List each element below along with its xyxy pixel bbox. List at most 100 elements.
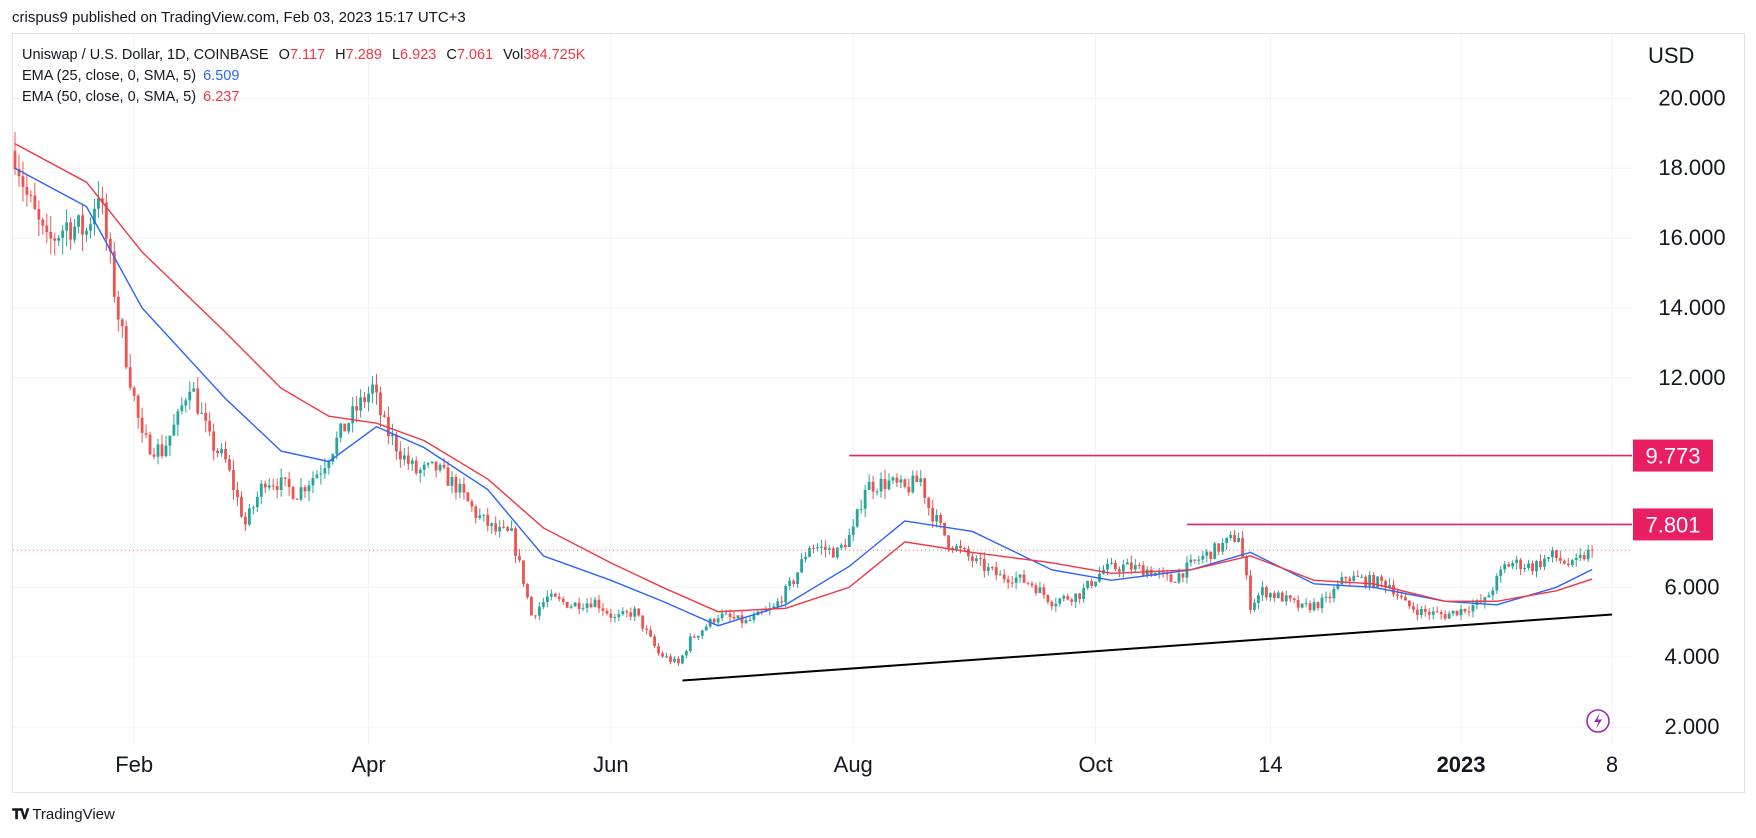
candle-body [1368, 575, 1372, 587]
candle-body [1022, 574, 1026, 583]
candle-body [184, 400, 188, 406]
candle-body [1245, 556, 1248, 576]
candle-body [81, 215, 84, 235]
candle-body [402, 455, 406, 460]
candle-body [295, 498, 299, 500]
candle-body [561, 598, 565, 602]
legend-open: 7.117 [289, 47, 326, 63]
candle-body [851, 526, 855, 535]
candle-body [1213, 543, 1217, 560]
candle-body [847, 534, 851, 548]
candle-body [414, 460, 418, 474]
legend-high: 7.289 [345, 47, 382, 63]
candle-body [677, 658, 680, 664]
candle-body [824, 546, 827, 550]
candle-body [1006, 579, 1010, 583]
candle-body [1324, 596, 1328, 598]
candle-body [1177, 573, 1181, 583]
candle-body [553, 593, 557, 597]
candle-body [609, 613, 613, 618]
candle-body [597, 599, 601, 609]
candle-body [816, 547, 819, 549]
candle-body [1332, 588, 1336, 599]
candle-body [935, 514, 939, 522]
candle-body [1439, 612, 1443, 615]
x-tick-label: Feb [115, 752, 153, 777]
candle-body [1125, 562, 1129, 565]
candle-body [307, 485, 311, 492]
candle-body [1431, 611, 1435, 615]
candle-body [891, 477, 895, 481]
candle-body [168, 435, 172, 446]
candle-body [1197, 559, 1201, 561]
candle-body [1106, 563, 1109, 570]
candle-body [128, 367, 132, 388]
candle-body [1129, 562, 1133, 570]
candle-body [1578, 554, 1582, 558]
candle-body [1272, 593, 1276, 598]
candle-body [259, 483, 263, 497]
candle-body [601, 608, 605, 611]
candle-body [796, 572, 800, 584]
candle-body [1062, 596, 1066, 599]
x-tick-label: Jun [593, 752, 628, 777]
candle-body [1515, 559, 1519, 563]
candle-body [808, 547, 811, 557]
candle-body [1308, 603, 1312, 611]
candle-body [923, 478, 927, 498]
candle-body [681, 655, 684, 664]
candle-body [1527, 563, 1530, 569]
candle-body [537, 606, 541, 616]
candle-body [347, 423, 351, 432]
y-tick-label: 12.000 [1658, 365, 1725, 390]
candle-body [812, 547, 815, 549]
candle-body [994, 567, 998, 576]
candle-body [1523, 568, 1527, 570]
candle-body [422, 464, 426, 470]
candle-body [1189, 559, 1193, 563]
candle-body [1082, 588, 1086, 599]
candle-body [967, 548, 970, 557]
candle-body [1415, 609, 1419, 616]
candle-body [204, 412, 208, 421]
candle-body [911, 475, 915, 493]
candle-body [645, 628, 649, 630]
lightning-icon[interactable] [1586, 709, 1610, 733]
candle-body [140, 417, 144, 433]
candle-body [1396, 594, 1399, 596]
candle-body [216, 450, 220, 454]
candle-body [943, 522, 946, 536]
candle-body [1257, 595, 1260, 603]
candle-body [383, 415, 386, 417]
candle-body [93, 208, 96, 225]
candle-body [855, 509, 859, 527]
x-tick-label: 2023 [1437, 752, 1486, 777]
candle-body [1157, 571, 1161, 573]
candle-body [831, 548, 835, 558]
candle-body [696, 635, 700, 638]
candle-body [740, 615, 744, 624]
candle-body [208, 420, 212, 432]
candle-body [510, 528, 513, 531]
candle-body [176, 411, 180, 425]
candle-body [780, 601, 784, 603]
candle-body [398, 451, 402, 460]
candle-body [1543, 558, 1546, 567]
candle-body [45, 225, 49, 232]
candle-body [1451, 610, 1455, 614]
candle-body [196, 388, 200, 414]
candle-body [565, 601, 569, 608]
candle-body [319, 473, 323, 475]
candle-body [434, 461, 438, 471]
candle-body [545, 596, 549, 603]
candle-body [13, 150, 17, 169]
candle-body [116, 296, 120, 320]
candle-body [1562, 560, 1566, 564]
ema50-line [14, 143, 1593, 613]
candle-body [581, 607, 585, 610]
candle-body [247, 508, 251, 525]
candle-body [494, 523, 498, 532]
candle-body [458, 483, 462, 493]
candle-body [1487, 595, 1491, 598]
